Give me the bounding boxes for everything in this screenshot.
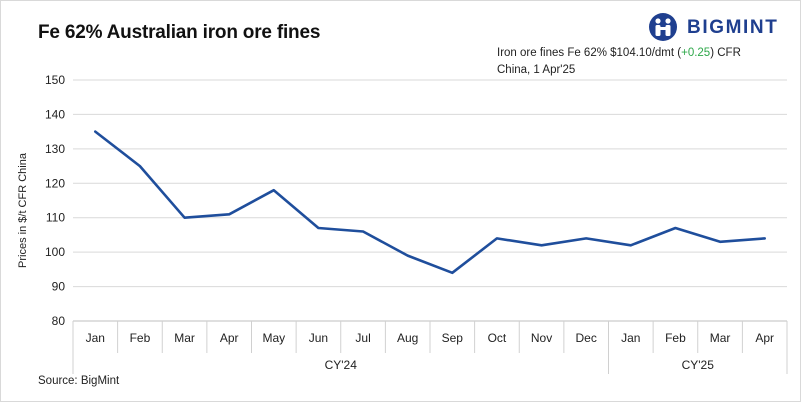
x-group-label: CY'25 bbox=[682, 358, 715, 372]
annotation-change: +0.25 bbox=[681, 47, 711, 59]
x-tick-label: Sep bbox=[442, 331, 464, 345]
brand-logo: BIGMINT bbox=[647, 12, 787, 42]
chart-title: Fe 62% Australian iron ore fines bbox=[38, 22, 321, 43]
y-tick-label: 120 bbox=[45, 176, 65, 190]
x-tick-label: Mar bbox=[710, 331, 731, 345]
x-tick-label: Jan bbox=[86, 331, 105, 345]
x-group-label: CY'24 bbox=[325, 358, 358, 372]
x-tick-label: Jul bbox=[355, 331, 370, 345]
brand-name: BIGMINT bbox=[687, 17, 779, 38]
price-annotation: Iron ore fines Fe 62% $104.10/dmt (+0.25… bbox=[497, 45, 767, 79]
y-axis-label: Prices in $/t CFR China bbox=[17, 152, 29, 268]
series-layer bbox=[94, 130, 767, 275]
y-tick-label: 110 bbox=[46, 211, 65, 225]
y-tick-label: 130 bbox=[45, 142, 65, 156]
y-tick-label: 140 bbox=[45, 107, 65, 121]
x-tick-label: Jun bbox=[309, 331, 328, 345]
series-line bbox=[94, 130, 767, 275]
annotation-prefix: Iron ore fines Fe 62% $104.10/dmt ( bbox=[497, 47, 682, 59]
x-tick-label: Aug bbox=[397, 331, 418, 345]
x-tick-label: May bbox=[262, 331, 285, 345]
x-tick-label: Mar bbox=[174, 331, 195, 345]
x-tick-label: Feb bbox=[130, 331, 151, 345]
x-tick-label: Dec bbox=[576, 331, 597, 345]
y-tick-label: 150 bbox=[45, 73, 65, 87]
x-tick-label: Nov bbox=[531, 331, 552, 345]
axes: 80 90 100 110 120 130 140 150 Jan Feb Mar Apr May Jun… bbox=[45, 73, 788, 374]
annotation-suffix: ) CFR China, 1 Apr'25 bbox=[497, 47, 741, 76]
y-tick-label: 80 bbox=[52, 314, 66, 328]
x-tick-label: Apr bbox=[220, 331, 239, 345]
source-note: Source: BigMint bbox=[38, 375, 120, 387]
gridlines bbox=[73, 79, 787, 322]
y-tick-label: 100 bbox=[45, 245, 65, 259]
x-tick-label: Feb bbox=[665, 331, 686, 345]
x-tick-label: Apr bbox=[755, 331, 774, 345]
x-tick-label: Jan bbox=[621, 331, 640, 345]
y-tick-label: 90 bbox=[52, 280, 66, 294]
x-tick-label: Oct bbox=[488, 331, 507, 345]
bigmint-logo-icon bbox=[649, 13, 677, 41]
